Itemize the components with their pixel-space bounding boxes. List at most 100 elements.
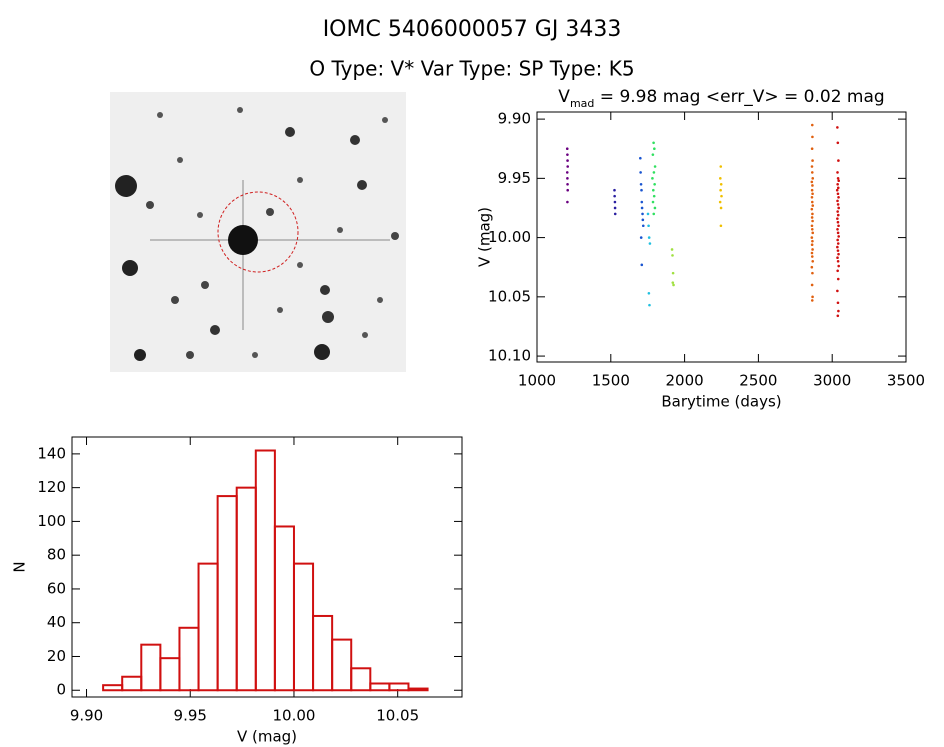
data-point xyxy=(837,179,840,183)
x-tick-label: 2500 xyxy=(739,372,777,390)
y-tick-label: 40 xyxy=(47,613,66,631)
data-point xyxy=(836,256,839,260)
data-point xyxy=(837,159,840,162)
data-point xyxy=(646,212,650,216)
x-tick-label: 10.05 xyxy=(376,707,419,725)
title-subscript: mad xyxy=(570,97,594,110)
data-point xyxy=(837,252,840,256)
data-point xyxy=(639,236,643,239)
histogram-bar xyxy=(254,449,276,692)
x-tick-label: 9.90 xyxy=(70,707,103,725)
data-point xyxy=(653,182,656,186)
data-point xyxy=(641,212,644,216)
data-point xyxy=(566,153,569,156)
data-point xyxy=(810,283,814,287)
data-point xyxy=(651,177,654,180)
data-point xyxy=(672,283,675,287)
data-point xyxy=(810,243,814,247)
y-tick-label: 100 xyxy=(37,512,66,530)
data-point xyxy=(836,177,840,180)
data-point xyxy=(811,204,815,207)
data-point xyxy=(836,141,840,145)
data-point xyxy=(719,165,723,168)
data-point xyxy=(653,147,656,151)
x-axis-label: V (mag) xyxy=(237,728,297,746)
data-point xyxy=(836,171,839,174)
data-point xyxy=(640,263,644,267)
data-point xyxy=(640,200,644,204)
y-axis-label: V (mag) xyxy=(476,207,494,267)
y-axis-label: N xyxy=(11,561,29,572)
data-point xyxy=(836,186,840,190)
data-point xyxy=(837,224,840,228)
data-point xyxy=(651,153,655,156)
data-point xyxy=(652,194,656,198)
data-point xyxy=(836,277,840,281)
data-point xyxy=(648,303,651,307)
data-point xyxy=(613,212,617,216)
data-point xyxy=(671,281,675,284)
y-tick-label: 140 xyxy=(37,444,66,462)
data-point xyxy=(810,188,814,192)
data-point xyxy=(566,200,569,204)
data-point xyxy=(641,224,645,228)
data-point xyxy=(811,248,814,251)
data-point xyxy=(719,182,723,186)
data-point xyxy=(810,180,814,184)
data-point xyxy=(647,224,650,228)
x-tick-label: 1500 xyxy=(592,372,630,390)
y-tick-label: 120 xyxy=(37,478,66,496)
y-tick-label: 10.10 xyxy=(488,347,531,365)
y-tick-label: 80 xyxy=(47,546,66,564)
data-point xyxy=(810,165,814,168)
x-tick-label: 1000 xyxy=(518,372,556,390)
y-tick-label: 10.00 xyxy=(488,228,531,246)
data-point xyxy=(836,213,840,217)
data-point xyxy=(670,248,674,251)
data-point xyxy=(836,238,839,242)
histogram-bar xyxy=(273,525,295,692)
data-point xyxy=(810,196,814,199)
data-point xyxy=(835,188,839,192)
data-point xyxy=(810,251,814,255)
data-point xyxy=(836,199,839,203)
histogram-bar xyxy=(140,643,162,692)
data-point xyxy=(811,184,814,187)
data-point xyxy=(810,147,814,151)
histogram-bar xyxy=(407,687,429,692)
histogram-bar xyxy=(197,562,219,692)
data-point xyxy=(565,147,569,151)
data-point xyxy=(836,217,839,220)
y-tick-label: 0 xyxy=(56,681,66,699)
data-point xyxy=(810,123,814,127)
histogram-bar xyxy=(216,495,238,692)
data-point xyxy=(671,271,675,275)
data-point xyxy=(837,264,840,268)
plot-frame xyxy=(536,111,907,363)
data-point xyxy=(613,194,616,198)
data-point xyxy=(811,219,814,223)
histogram-bar xyxy=(235,486,257,692)
histogram-bar xyxy=(331,638,353,692)
data-point xyxy=(566,165,570,168)
data-point xyxy=(810,224,814,228)
histogram-bar xyxy=(178,626,200,692)
data-point xyxy=(810,200,814,204)
data-point xyxy=(811,212,814,216)
data-point xyxy=(652,171,656,174)
data-point xyxy=(566,188,570,192)
x-tick-label: 9.95 xyxy=(174,707,207,725)
y-tick-label: 9.95 xyxy=(498,169,531,187)
data-point xyxy=(719,224,723,228)
data-point xyxy=(653,206,657,210)
data-point xyxy=(651,200,655,204)
histogram-bar xyxy=(121,675,143,692)
data-point xyxy=(836,259,840,263)
data-point xyxy=(836,192,840,196)
data-point xyxy=(652,141,655,145)
data-point xyxy=(653,165,657,168)
x-tick-label: 3000 xyxy=(813,372,851,390)
data-point xyxy=(811,192,814,196)
data-point xyxy=(640,206,644,210)
x-tick-label: 3500 xyxy=(887,372,925,390)
